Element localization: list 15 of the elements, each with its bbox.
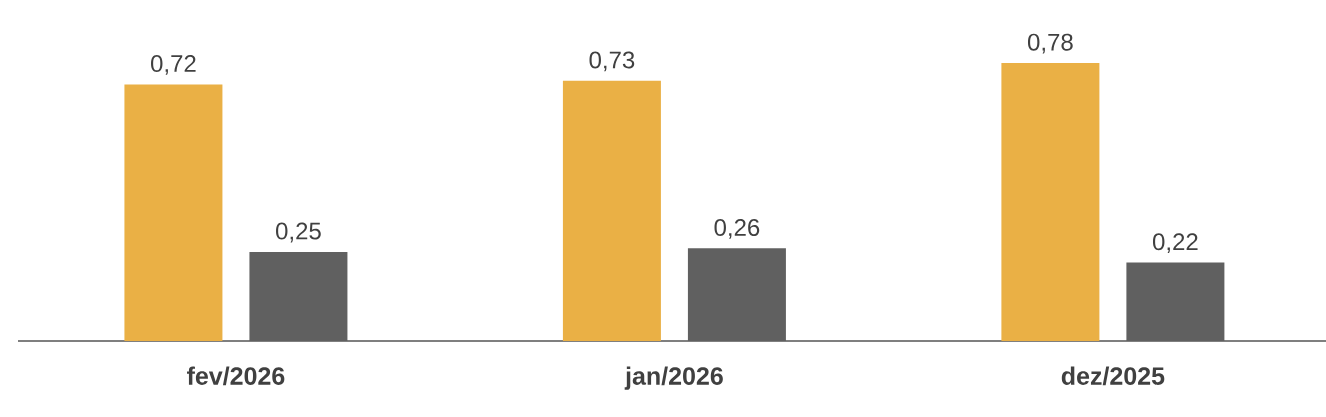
- bar: [562, 80, 661, 341]
- data-label: 0,22: [1152, 233, 1198, 254]
- data-label: 0,78: [1027, 33, 1073, 54]
- x-tick-label: jan/2026: [624, 366, 723, 390]
- data-label: 0,25: [276, 222, 321, 243]
- bar: [1001, 63, 1100, 341]
- data-label: 0,26: [714, 218, 760, 239]
- bar: [687, 248, 786, 341]
- x-tick-label: fev/2026: [187, 366, 285, 386]
- x-tick-label: dez/2025: [1061, 366, 1165, 386]
- bar: [124, 84, 223, 341]
- data-label: 0,73: [589, 51, 635, 72]
- data-label: 0,72: [151, 55, 196, 75]
- bar: [249, 251, 348, 341]
- bar: [1126, 262, 1225, 341]
